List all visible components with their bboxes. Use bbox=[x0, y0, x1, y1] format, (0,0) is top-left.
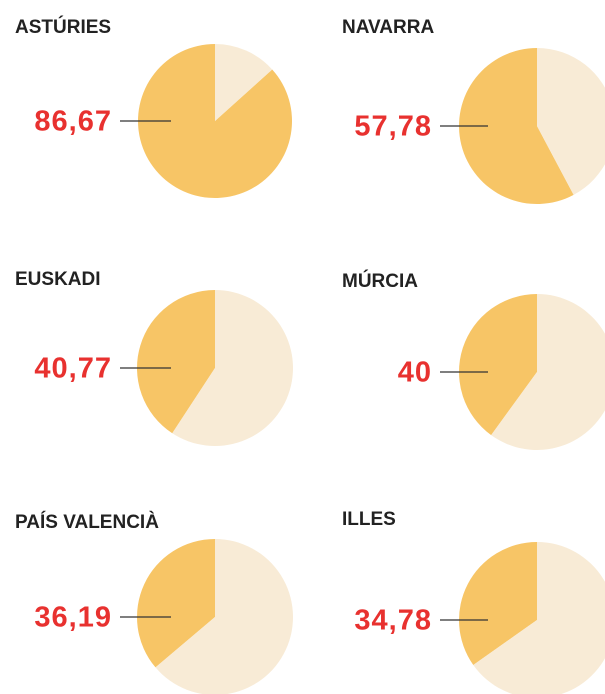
pie-slice bbox=[473, 542, 605, 694]
chart-title: MÚRCIA bbox=[342, 270, 418, 292]
pie-slice bbox=[137, 290, 215, 434]
pie-slice bbox=[137, 539, 215, 668]
pie-slice bbox=[459, 542, 537, 665]
chart-title: ILLES bbox=[342, 509, 396, 530]
pie-slice bbox=[537, 48, 605, 195]
pie-slice bbox=[491, 294, 605, 450]
pie-slice bbox=[155, 539, 293, 694]
value-label: 40 bbox=[398, 357, 432, 389]
pie-slice bbox=[459, 48, 574, 204]
pie-slice bbox=[138, 44, 293, 198]
pie-slice bbox=[172, 290, 293, 446]
chart-title: NAVARRA bbox=[342, 17, 434, 38]
value-label: 36,19 bbox=[34, 602, 112, 634]
chart-title: EUSKADI bbox=[15, 269, 101, 290]
pie-slice bbox=[215, 43, 273, 121]
pie-slice bbox=[459, 294, 537, 436]
value-label: 34,78 bbox=[354, 605, 432, 637]
chart-title: PAÍS VALENCIÀ bbox=[15, 511, 159, 533]
value-label: 86,67 bbox=[34, 106, 112, 138]
value-label: 57,78 bbox=[354, 111, 432, 143]
chart-title: ASTÚRIES bbox=[15, 16, 111, 38]
value-label: 40,77 bbox=[34, 353, 112, 385]
